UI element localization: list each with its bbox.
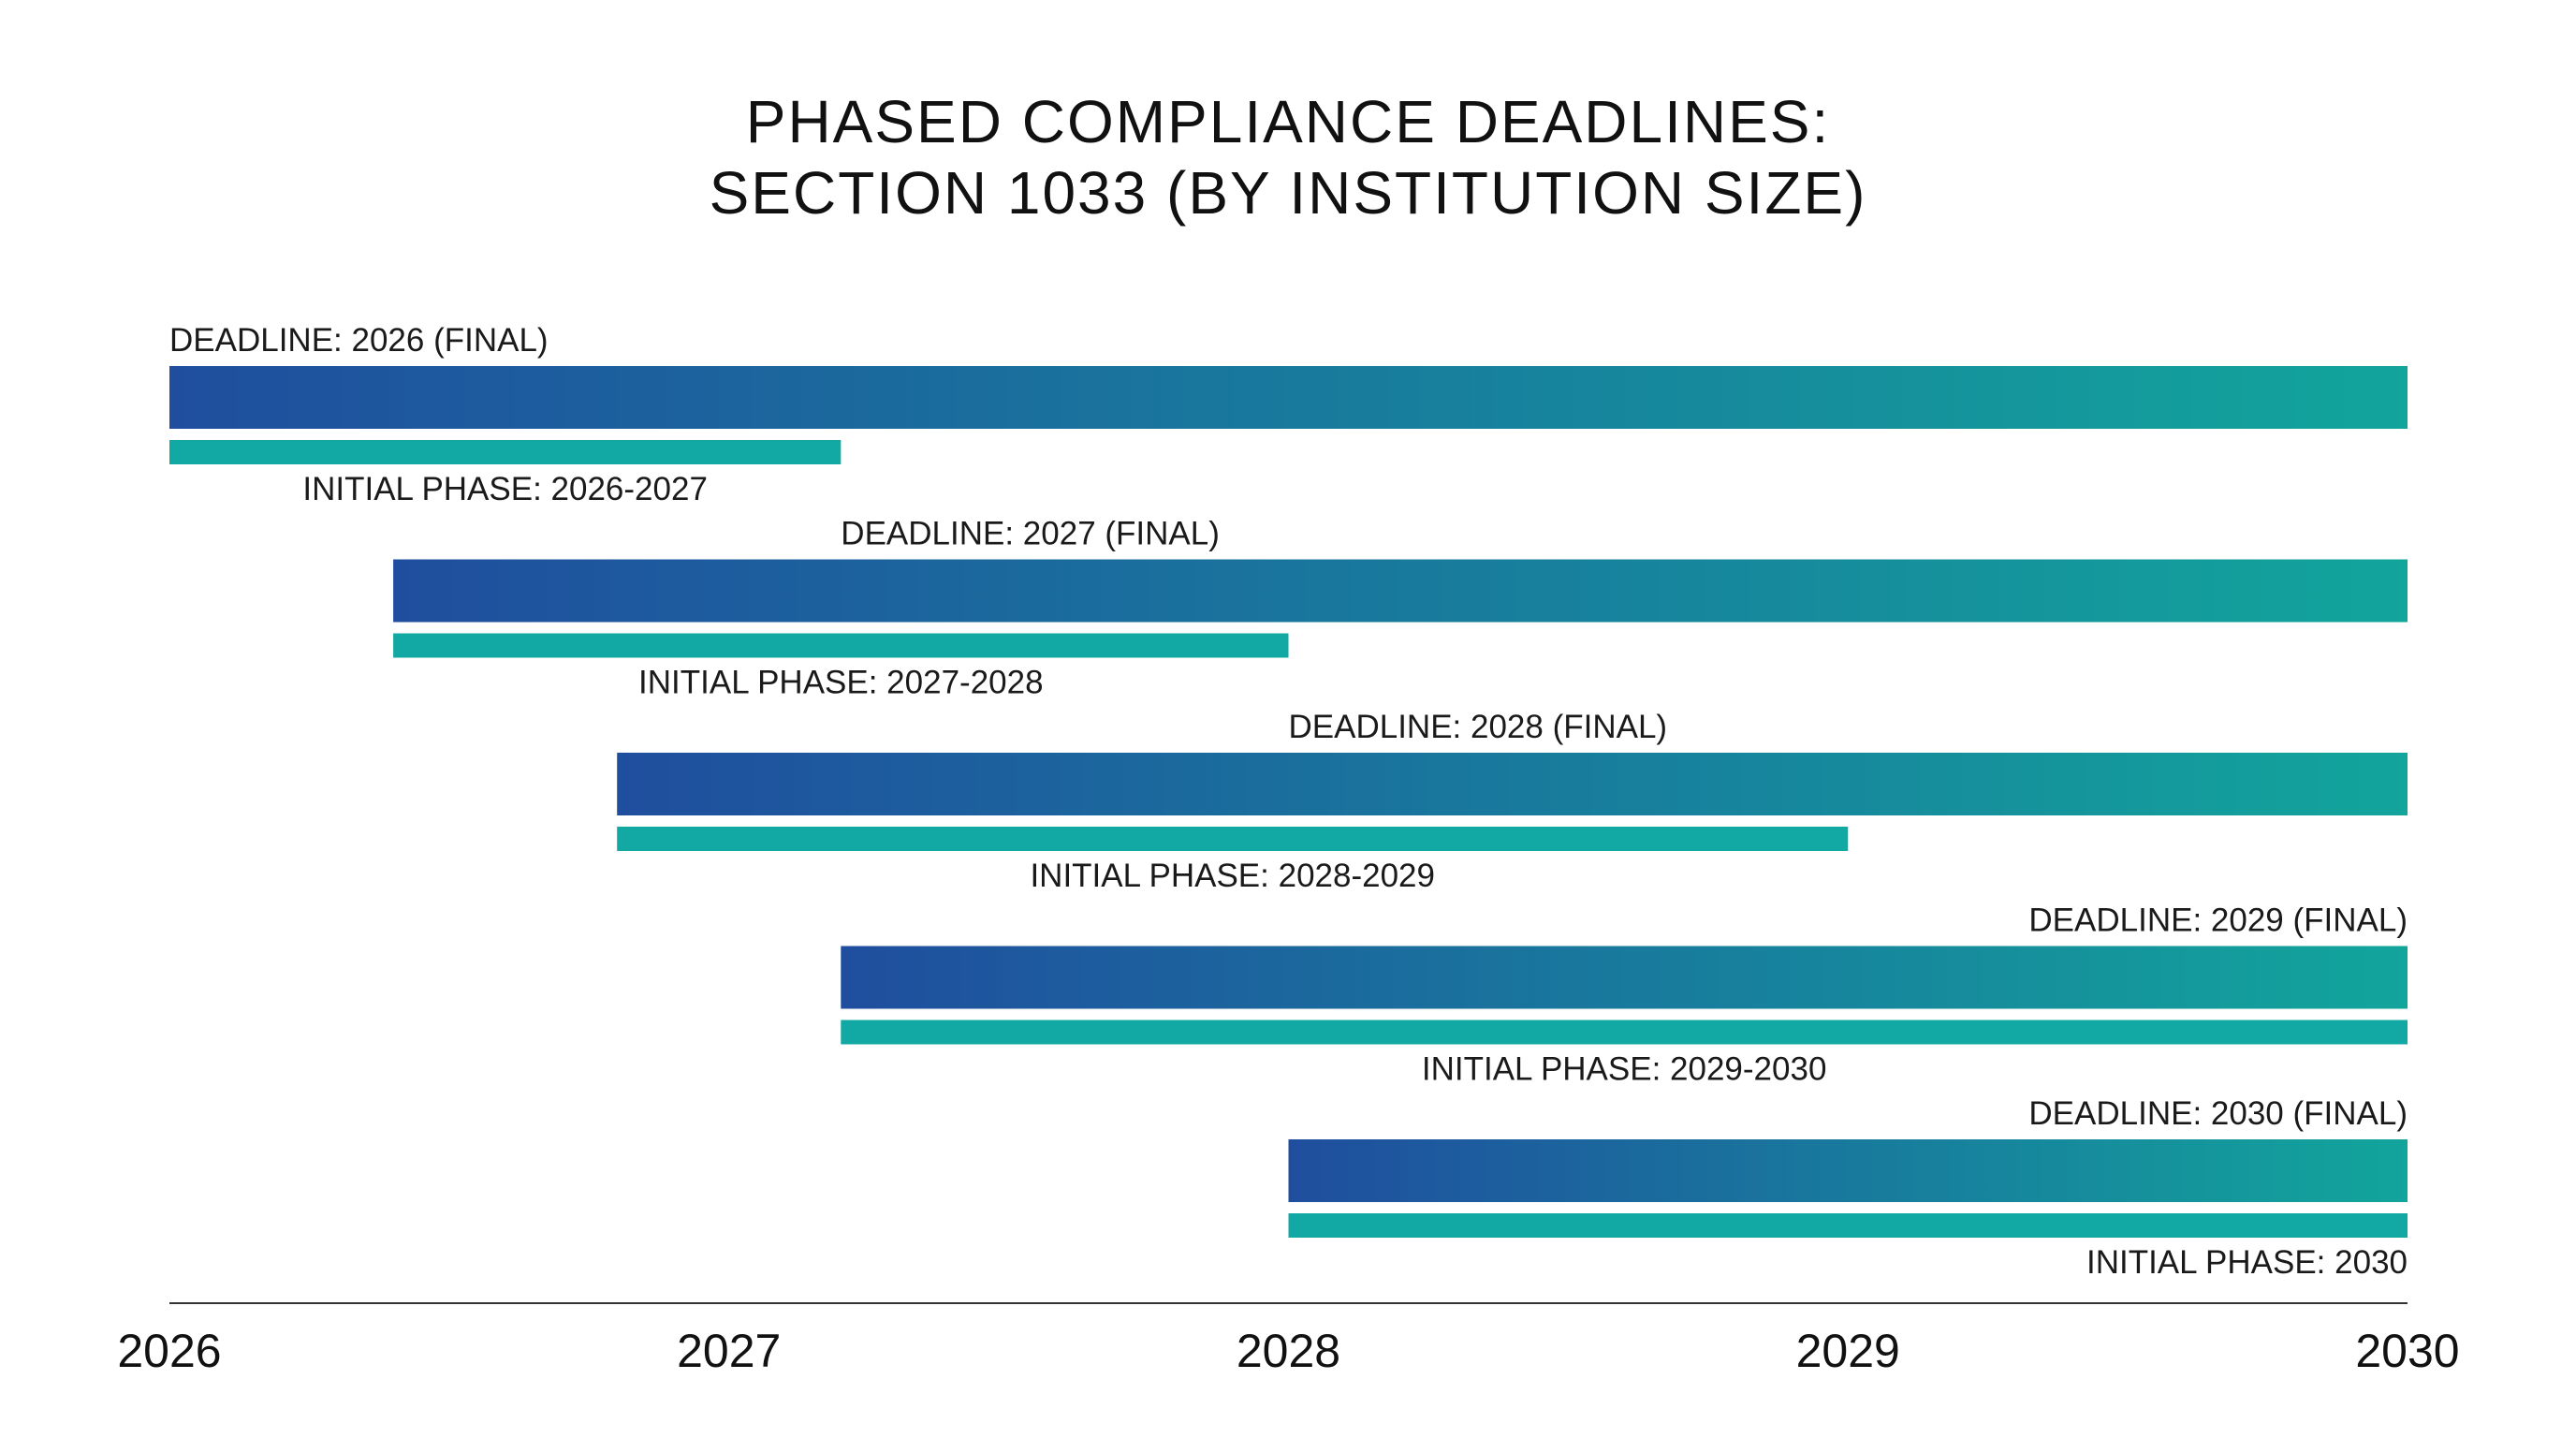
deadline-bar (617, 753, 2408, 815)
x-tick-label: 2026 (117, 1325, 221, 1377)
initial-phase-label: INITIAL PHASE: 2028-2029 (1030, 858, 1435, 894)
initial-phase-bar (841, 1020, 2408, 1045)
x-tick-label: 2029 (1796, 1325, 1900, 1377)
timeline-row: DEADLINE: 2027 (FINAL) INITIAL PHASE: 202… (393, 516, 2408, 701)
deadline-bar (841, 946, 2408, 1009)
x-tick-label: 2028 (1237, 1325, 1340, 1377)
chart-title-line-1: PHASED COMPLIANCE DEADLINES: (745, 88, 1831, 155)
initial-phase-bar (393, 633, 1289, 658)
deadline-label: DEADLINE: 2029 (FINAL) (2028, 902, 2408, 939)
timeline-row: DEADLINE: 2026 (FINAL) INITIAL PHASE: 202… (169, 322, 2408, 507)
deadline-bar (1288, 1139, 2408, 1202)
initial-phase-bar (617, 827, 1849, 851)
deadline-label: DEADLINE: 2026 (FINAL) (169, 322, 549, 359)
deadline-label: DEADLINE: 2028 (FINAL) (1289, 709, 1668, 745)
initial-phase-bar (1288, 1213, 2408, 1238)
x-tick-label: 2030 (2355, 1325, 2459, 1377)
initial-phase-label: INITIAL PHASE: 2029-2030 (1422, 1051, 1827, 1088)
timeline-row: DEADLINE: 2030 (FINAL) INITIAL PHASE: 203… (1288, 1095, 2408, 1281)
x-tick-label: 2027 (677, 1325, 781, 1377)
x-axis-ticks: 2026 2027 2028 2029 2030 (117, 1325, 2459, 1377)
initial-phase-bar (169, 440, 842, 464)
chart-title-line-2: SECTION 1033 (BY INSTITUTION SIZE) (709, 159, 1867, 227)
timeline-row: DEADLINE: 2028 (FINAL) INITIAL PHASE: 202… (617, 709, 2408, 894)
deadline-label: DEADLINE: 2030 (FINAL) (2028, 1095, 2408, 1132)
timeline-row: DEADLINE: 2029 (FINAL) INITIAL PHASE: 202… (841, 902, 2408, 1088)
deadline-label: DEADLINE: 2027 (FINAL) (841, 516, 1220, 552)
initial-phase-label: INITIAL PHASE: 2026-2027 (302, 471, 708, 507)
deadline-bar (393, 559, 2408, 623)
initial-phase-label: INITIAL PHASE: 2030 (2086, 1244, 2408, 1281)
rows-layer: DEADLINE: 2026 (FINAL) INITIAL PHASE: 202… (169, 322, 2408, 1281)
initial-phase-label: INITIAL PHASE: 2027-2028 (638, 665, 1044, 701)
deadline-bar (169, 366, 2408, 429)
chart-title: PHASED COMPLIANCE DEADLINES: SECTION 103… (0, 86, 2576, 228)
